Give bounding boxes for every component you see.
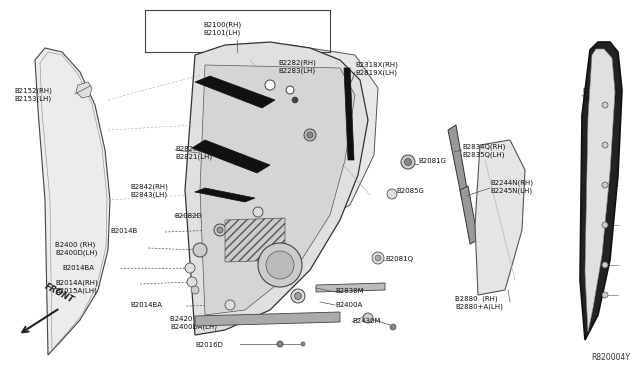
Circle shape <box>286 86 294 94</box>
Text: B2838M: B2838M <box>335 288 364 294</box>
Polygon shape <box>195 188 255 202</box>
Circle shape <box>304 129 316 141</box>
Circle shape <box>602 142 608 148</box>
Circle shape <box>404 158 412 166</box>
Circle shape <box>372 252 384 264</box>
Circle shape <box>191 286 199 294</box>
Circle shape <box>291 289 305 303</box>
Circle shape <box>602 222 608 228</box>
Text: B2420  (RH)
B2400DA(LH): B2420 (RH) B2400DA(LH) <box>170 316 217 330</box>
Text: B2082D: B2082D <box>174 213 202 219</box>
Text: B2244N(RH)
B2245N(LH): B2244N(RH) B2245N(LH) <box>490 180 533 195</box>
Text: B2081Q: B2081Q <box>385 256 413 262</box>
Circle shape <box>185 263 195 273</box>
Text: B2014A(RH)
B2015A(LH): B2014A(RH) B2015A(LH) <box>55 279 98 294</box>
Text: R820004Y: R820004Y <box>591 353 630 362</box>
Circle shape <box>214 224 226 236</box>
Text: FRONT: FRONT <box>43 282 76 305</box>
Polygon shape <box>35 48 110 355</box>
Text: B2085G: B2085G <box>396 188 424 194</box>
Circle shape <box>266 251 294 279</box>
Circle shape <box>307 132 313 138</box>
Text: B2842(RH)
B2843(LH): B2842(RH) B2843(LH) <box>130 183 168 198</box>
Circle shape <box>265 80 275 90</box>
Circle shape <box>258 243 302 287</box>
Circle shape <box>294 292 301 299</box>
Polygon shape <box>200 65 355 315</box>
Circle shape <box>253 207 263 217</box>
Polygon shape <box>76 82 92 98</box>
Polygon shape <box>585 49 615 332</box>
Circle shape <box>390 324 396 330</box>
Circle shape <box>301 342 305 346</box>
Polygon shape <box>235 45 378 240</box>
Text: B2014B: B2014B <box>110 228 137 234</box>
Circle shape <box>602 182 608 188</box>
Polygon shape <box>185 42 368 335</box>
Circle shape <box>217 227 223 233</box>
Polygon shape <box>460 186 478 244</box>
Circle shape <box>277 341 283 347</box>
Circle shape <box>187 277 197 287</box>
Polygon shape <box>448 125 468 200</box>
Polygon shape <box>580 42 622 340</box>
Text: B2100(RH)
B2101(LH): B2100(RH) B2101(LH) <box>203 22 241 36</box>
Polygon shape <box>195 312 340 326</box>
Circle shape <box>225 300 235 310</box>
Circle shape <box>363 313 373 323</box>
Text: B2400 (RH)
B2400D(LH): B2400 (RH) B2400D(LH) <box>55 242 97 257</box>
Polygon shape <box>475 140 525 295</box>
Circle shape <box>292 97 298 103</box>
Circle shape <box>602 262 608 268</box>
Polygon shape <box>316 283 385 292</box>
Text: B2830(RH)
B2831(LH): B2830(RH) B2831(LH) <box>582 88 620 103</box>
Circle shape <box>193 243 207 257</box>
Polygon shape <box>225 218 285 262</box>
Text: B2081G: B2081G <box>418 158 446 164</box>
Circle shape <box>602 292 608 298</box>
Text: B2014BA: B2014BA <box>62 265 94 271</box>
Circle shape <box>375 255 381 261</box>
Text: B2400A: B2400A <box>335 302 362 308</box>
Text: B2820(RH)
B2821(LH): B2820(RH) B2821(LH) <box>175 145 213 160</box>
Text: B2318X(RH)
B2819X(LH): B2318X(RH) B2819X(LH) <box>355 62 398 77</box>
Circle shape <box>602 102 608 108</box>
Circle shape <box>401 155 415 169</box>
Text: B2016D: B2016D <box>195 342 223 348</box>
Polygon shape <box>192 140 270 173</box>
Polygon shape <box>195 76 275 108</box>
Text: B2880  (RH)
B2880+A(LH): B2880 (RH) B2880+A(LH) <box>455 295 503 310</box>
Circle shape <box>387 189 397 199</box>
Text: B2282(RH)
B2283(LH): B2282(RH) B2283(LH) <box>278 60 316 74</box>
Text: B2834Q(RH)
B2835Q(LH): B2834Q(RH) B2835Q(LH) <box>462 143 506 157</box>
Text: B2014BA: B2014BA <box>130 302 162 308</box>
Polygon shape <box>344 68 354 160</box>
Text: B2430M: B2430M <box>352 318 381 324</box>
Text: B2152(RH)
B2153(LH): B2152(RH) B2153(LH) <box>14 88 52 103</box>
